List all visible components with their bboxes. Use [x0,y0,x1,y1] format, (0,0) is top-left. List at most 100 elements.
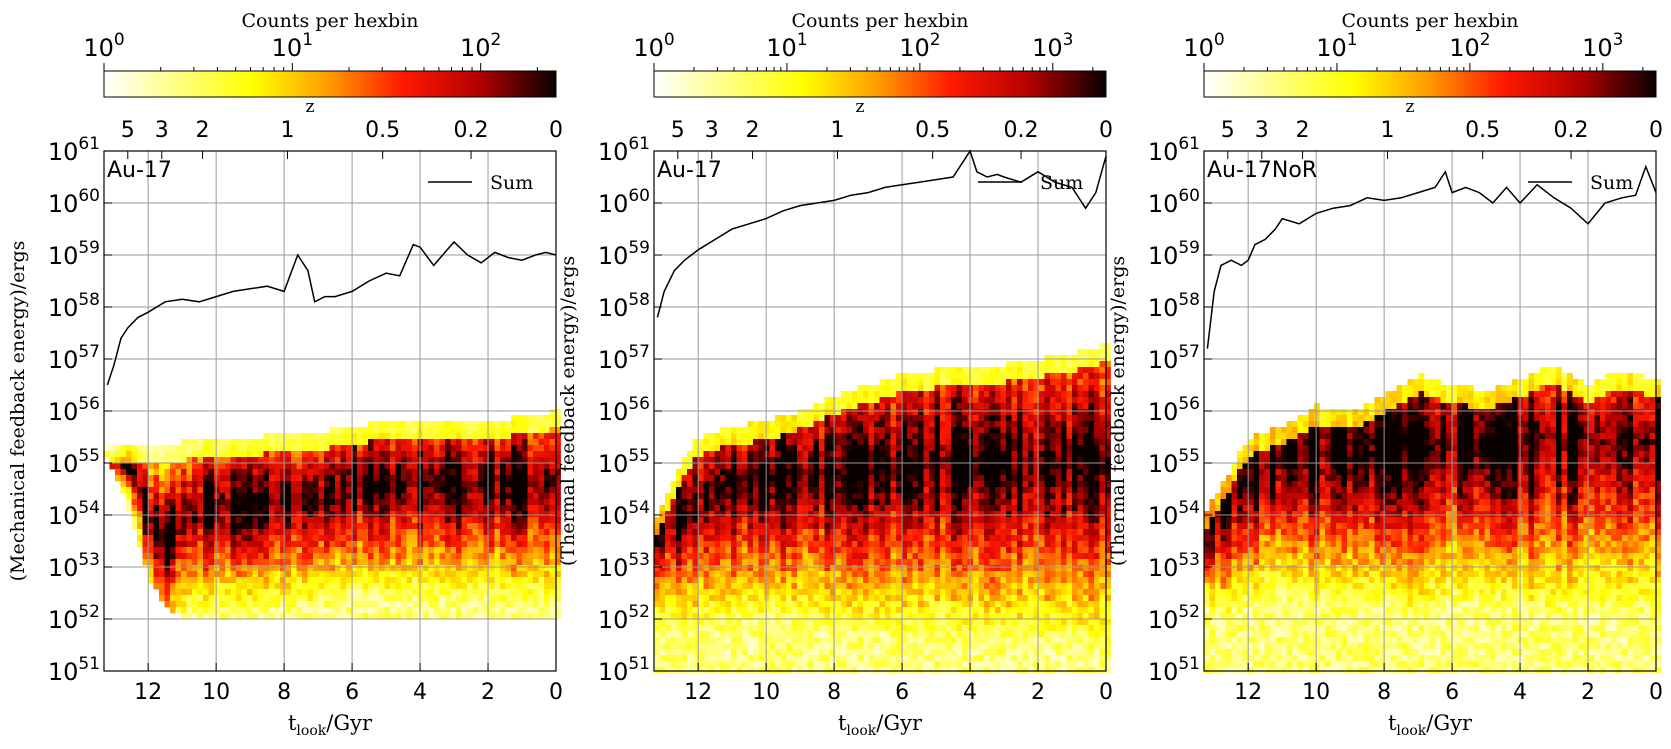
hexbin-cell [923,505,930,512]
hexbin-cell [335,541,341,548]
hexbin-cell [313,475,319,482]
hexbin-cell [230,511,237,518]
hexbin-cell [230,595,237,602]
hexbin-cell [918,631,924,638]
hexbin-cell [868,445,875,452]
hexbin-cell [192,523,198,530]
hexbin-cell [940,379,946,386]
hexbin-cell [335,481,341,488]
hexbin-cell [951,463,957,470]
hexbin-cell [203,481,209,488]
hexbin-cell [335,451,341,458]
hexbin-cell [659,661,666,668]
hexbin-cell [263,601,270,608]
hexbin-cell [186,463,193,470]
hexbin-cell [428,421,435,428]
hexbin-cell [538,439,545,446]
hexbin-cell [434,559,440,566]
hexbin-cell [186,445,193,452]
hexbin-cell [687,475,693,482]
hexbin-cell [214,535,220,542]
hexbin-cell [868,469,875,476]
hexbin-cell [681,469,688,476]
hexbin-cell [500,517,506,524]
hexbin-cell [824,475,831,482]
hexbin-cell [296,475,303,482]
hexbin-cell [522,487,528,494]
hexbin-cell [857,559,864,566]
hexbin-cell [896,595,902,602]
hexbin-cell [912,565,919,572]
hexbin-cell [472,517,479,524]
hexbin-cell [197,457,204,464]
hexbin-cell [698,523,704,530]
hexbin-cell [439,535,446,542]
hexbin-cell [753,535,759,542]
hexbin-cell [747,619,754,626]
hexbin-cell [236,565,242,572]
hexbin-cell [824,409,831,416]
hexbin-cell [846,613,853,620]
hexbin-cell [340,487,347,494]
hexbin-cell [929,667,935,674]
hexbin-cell [445,547,451,554]
hexbin-cell [731,541,737,548]
hexbin-cell [357,559,363,566]
hexbin-cell [692,643,699,650]
hexbin-cell [390,583,396,590]
hexbin-cell [885,421,891,428]
hexbin-cell [885,487,891,494]
hexbin-cell [714,457,721,464]
hexbin-cell [879,463,886,470]
hexbin-cell [835,565,842,572]
hexbin-cell [907,631,913,638]
hexbin-cell [709,601,715,608]
hexbin-cell [896,559,902,566]
hexbin-cell [896,499,902,506]
hexbin-cell [478,475,484,482]
hexbin-cell [758,505,765,512]
hexbin-cell [918,439,924,446]
hexbin-cell [835,463,842,470]
hexbin-cell [654,547,660,554]
hexbin-cell [769,583,776,590]
hexbin-cell [857,541,864,548]
hexbin-cell [929,625,935,632]
hexbin-cell [698,481,704,488]
hexbin-cell [483,493,490,500]
hexbin-cell [252,529,259,536]
hexbin-cell [780,619,787,626]
hexbin-cell [912,415,919,422]
hexbin-cell [467,517,473,524]
hexbin-cell [830,397,836,404]
hexbin-cell [505,535,512,542]
hexbin-cell [654,661,660,668]
hexbin-cell [505,577,512,584]
hexbin-cell [769,529,776,536]
hexbin-cell [874,541,880,548]
hexbin-cell [181,487,187,494]
hexbin-cell [747,481,754,488]
hexbin-cell [439,565,446,572]
hexbin-cell [791,505,798,512]
hexbin-cell [951,619,957,626]
hexbin-cell [736,553,743,560]
hexbin-cell [852,493,858,500]
hexbin-cell [544,511,550,518]
hexbin-cell [736,559,743,566]
hexbin-cell [511,541,517,548]
hexbin-cell [940,403,946,410]
hexbin-cell [434,451,440,458]
hexbin-cell [390,475,396,482]
hexbin-cell [714,601,721,608]
hexbin-cell [412,553,418,560]
hexbin-cell [153,553,160,560]
hexbin-cell [907,667,913,674]
hexbin-cell [764,571,770,578]
hexbin-cell [428,553,435,560]
hexbin-cell [203,541,209,548]
hexbin-cell [307,475,314,482]
hexbin-cell [824,649,831,656]
hexbin-cell [808,457,814,464]
hexbin-cell [758,589,765,596]
